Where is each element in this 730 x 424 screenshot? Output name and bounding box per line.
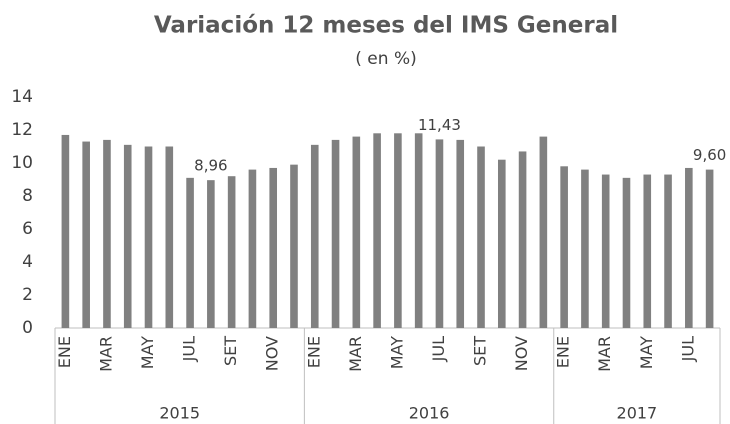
bar [497,159,506,328]
bar [144,146,153,328]
data-label: 9,60 [693,146,726,164]
bar [685,167,693,328]
bar [539,136,548,328]
bar [331,139,340,328]
y-tick-label: 8 [22,186,33,206]
chart-title: Variación 12 meses del IMS General [154,13,618,39]
bar [207,180,215,328]
y-tick-label: 4 [22,252,33,272]
x-tick-label: SET [221,336,240,366]
bar [477,146,485,328]
x-tick-label: MAR [346,336,365,372]
bar [456,139,465,328]
bar [103,139,111,328]
bar [414,133,423,328]
x-tick-label: MAY [138,336,157,370]
chart-subtitle: ( en %) [355,49,416,69]
x-tick-label: JUL [678,336,697,362]
x-tick-label: NOV [263,336,282,371]
x-tick-label: MAY [387,336,406,370]
bar [123,144,132,328]
bar [82,141,90,328]
bar [560,166,568,328]
x-tick-label: ENE [554,336,573,368]
bar [248,169,257,328]
bar [61,134,70,328]
bar [394,133,402,328]
x-tick-label: ENE [55,336,74,368]
x-tick-label: SET [471,336,490,366]
bar [435,139,444,328]
bar [622,177,631,328]
data-label: 8,96 [194,157,227,175]
bar [310,144,319,328]
bar [227,176,236,328]
bar [581,169,589,328]
bar [352,136,361,328]
bar [705,169,714,328]
data-label: 11,43 [418,116,461,134]
y-tick-label: 0 [22,318,33,338]
group-label: 2017 [617,404,658,423]
x-tick-label: JUL [429,336,448,362]
bar [664,174,672,328]
x-tick-label: MAY [637,336,656,370]
y-tick-label: 2 [22,285,33,305]
group-label: 2016 [409,404,450,423]
y-tick-label: 14 [11,87,33,107]
x-tick-label: MAR [96,336,115,372]
bar [601,174,610,328]
y-tick-label: 12 [11,120,33,140]
bar [186,177,194,328]
bar [518,151,527,328]
x-tick-label: MAR [595,336,614,372]
y-tick-label: 6 [22,219,33,239]
bar [643,174,652,328]
bar [165,146,174,328]
x-tick-label: ENE [304,336,323,368]
bar [290,164,298,328]
bar [269,167,278,328]
y-tick-label: 10 [11,153,33,173]
group-label: 2015 [159,404,200,423]
bar [373,133,381,328]
x-tick-label: NOV [512,336,531,371]
x-tick-label: JUL [180,336,199,362]
